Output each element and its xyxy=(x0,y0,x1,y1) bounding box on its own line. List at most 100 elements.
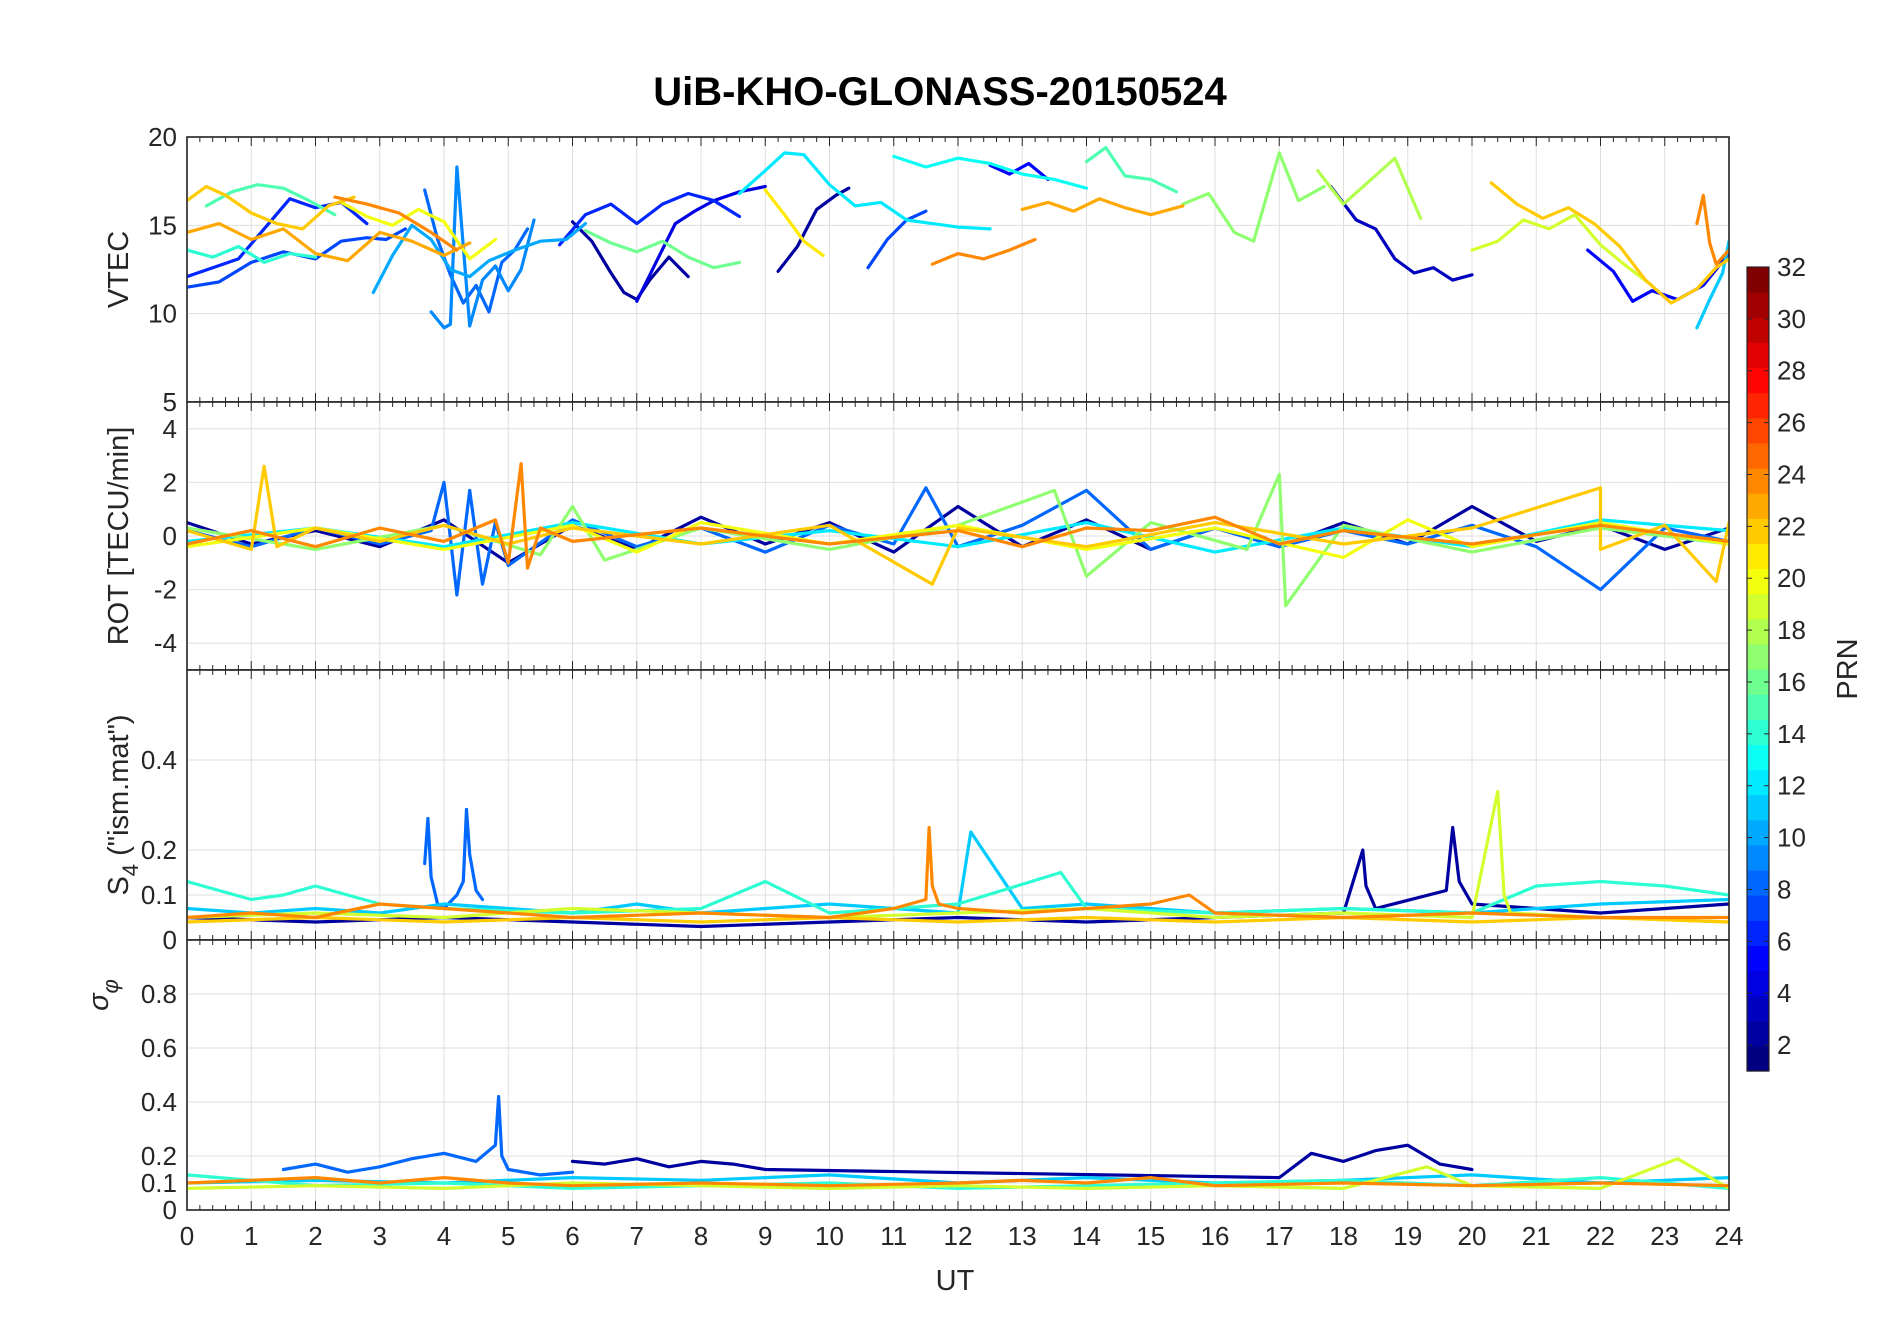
series-group-vtec xyxy=(187,146,1729,330)
y-tick-label: 20 xyxy=(148,122,177,152)
series-line-prn-22 xyxy=(187,464,1729,586)
y-tick-label: 10 xyxy=(148,299,177,329)
colorbar-swatch xyxy=(1747,392,1769,419)
y-tick-label: 0.1 xyxy=(141,1168,177,1198)
colorbar-swatch xyxy=(1747,844,1769,871)
colorbar-swatch xyxy=(1747,292,1769,318)
colorbar-swatch xyxy=(1747,643,1769,670)
series-line-prn-18 xyxy=(1316,156,1423,220)
colorbar-swatch xyxy=(1747,895,1769,921)
colorbar-tick-label: 10 xyxy=(1777,823,1806,853)
series-group-rot xyxy=(187,462,1729,608)
x-tick-label: 9 xyxy=(758,1221,772,1251)
colorbar-tick-label: 26 xyxy=(1777,408,1806,438)
x-tick-label: 20 xyxy=(1458,1221,1487,1251)
colorbar-tick-label: 12 xyxy=(1777,771,1806,801)
series-line-prn-21 xyxy=(763,188,825,257)
series-line-prn-12 xyxy=(737,151,992,231)
x-tick-label: 23 xyxy=(1650,1221,1679,1251)
series-line-prn-22 xyxy=(187,184,356,231)
series-line-prn-24 xyxy=(187,825,1729,920)
x-tick-label: 18 xyxy=(1329,1221,1358,1251)
colorbar-tick-label: 8 xyxy=(1777,874,1791,904)
series-line-prn-8 xyxy=(281,1095,575,1177)
colorbar-tick-label: 20 xyxy=(1777,563,1806,593)
y-tick-label: 0.4 xyxy=(141,745,177,775)
x-tick-label: 12 xyxy=(944,1221,973,1251)
colorbar-swatch xyxy=(1747,317,1769,343)
colorbar-swatch xyxy=(1747,518,1769,544)
series-line-prn-9 xyxy=(429,165,536,330)
colorbar-tick-label: 30 xyxy=(1777,304,1806,334)
x-tick-label: 6 xyxy=(565,1221,579,1251)
x-tick-label: 3 xyxy=(373,1221,387,1251)
colorbar-tick-label: 32 xyxy=(1777,252,1806,282)
x-tick-label: 24 xyxy=(1715,1221,1744,1251)
series-line-prn-19 xyxy=(1470,213,1654,287)
x-tick-label: 2 xyxy=(308,1221,322,1251)
series-line-prn-6 xyxy=(558,191,742,247)
series-line-prn-22 xyxy=(1489,181,1729,305)
colorbar-swatch xyxy=(1747,342,1769,369)
series-line-prn-24 xyxy=(187,1176,1729,1188)
series-group-sigma xyxy=(187,1095,1729,1190)
colorbar-swatch xyxy=(1747,267,1769,293)
y-axis-label-vtec: VTEC xyxy=(103,231,135,308)
series-line-prn-17 xyxy=(187,472,1729,608)
series-line-prn-8 xyxy=(423,188,530,314)
x-tick-label: 4 xyxy=(437,1221,451,1251)
colorbar-tick-label: 2 xyxy=(1777,1030,1791,1060)
series-line-prn-24 xyxy=(187,462,1729,570)
series-line-prn-7 xyxy=(866,209,928,270)
series-line-prn-24 xyxy=(333,195,459,252)
colorbar-swatch xyxy=(1747,1020,1769,1047)
colorbar-tick-label: 16 xyxy=(1777,667,1806,697)
x-tick-label: 10 xyxy=(815,1221,844,1251)
y-tick-label: 15 xyxy=(148,210,177,240)
colorbar-swatch xyxy=(1747,945,1769,972)
y-tick-label: 4 xyxy=(163,414,177,444)
y-tick-label: -4 xyxy=(154,628,177,658)
x-tick-label: 14 xyxy=(1072,1221,1101,1251)
series-line-prn-24 xyxy=(930,237,1037,266)
colorbar-swatch xyxy=(1747,493,1769,519)
x-tick-label: 17 xyxy=(1265,1221,1294,1251)
y-tick-label: 0 xyxy=(163,521,177,551)
y-tick-label: 0.4 xyxy=(141,1087,177,1117)
x-tick-label: 5 xyxy=(501,1221,515,1251)
series-line-prn-11 xyxy=(1695,239,1729,330)
x-tick-label: 19 xyxy=(1393,1221,1422,1251)
series-line-prn-5 xyxy=(1586,248,1729,303)
series-line-prn-24 xyxy=(1695,193,1729,266)
panel-rot: -4 -2 0 2 4 ROT [TECU/min] xyxy=(103,401,1730,671)
series-line-prn-17 xyxy=(1181,151,1326,243)
x-tick-label: 21 xyxy=(1522,1221,1551,1251)
series-line-prn-2 xyxy=(187,504,1729,565)
x-tick-label: 1 xyxy=(244,1221,258,1251)
y-tick-label: 0 xyxy=(163,925,177,955)
colorbar-swatch xyxy=(1747,769,1769,796)
colorbar-swatch xyxy=(1747,442,1769,469)
panel-sigma: 00.10.2 0.4 0.6 0.8 σφ xyxy=(83,939,1730,1225)
colorbar-tick-label: 4 xyxy=(1777,978,1791,1008)
y-tick-label: 0 xyxy=(163,1195,177,1225)
series-group-s4 xyxy=(187,789,1729,929)
x-tick-labels: 0 1 2 3 4 5 6 7 8 9 10 11 12 13 14 15 16 17 18 19 20 21 22 23 24 xyxy=(180,1221,1744,1251)
colorbar-border xyxy=(1746,266,1770,1072)
panel-border xyxy=(186,939,1730,1211)
colorbar-swatch xyxy=(1747,995,1769,1022)
series-line-prn-22 xyxy=(187,915,1729,924)
colorbar-swatch xyxy=(1747,870,1769,896)
colorbar-swatch xyxy=(1747,618,1769,645)
y-axis-label-s4: S4 ("ism.mat") xyxy=(103,714,143,895)
y-axis-label-sigma: σφ xyxy=(83,979,123,1011)
y-tick-label: 2 xyxy=(163,467,177,497)
panel-s4: 0 0.1 0.2 0.4S4 ("ism.mat") xyxy=(103,669,1730,955)
colorbar-swatch xyxy=(1747,744,1769,771)
series-line-prn-2 xyxy=(570,220,690,302)
series-line-prn-3 xyxy=(1329,184,1474,282)
colorbar-swatch xyxy=(1747,719,1769,745)
